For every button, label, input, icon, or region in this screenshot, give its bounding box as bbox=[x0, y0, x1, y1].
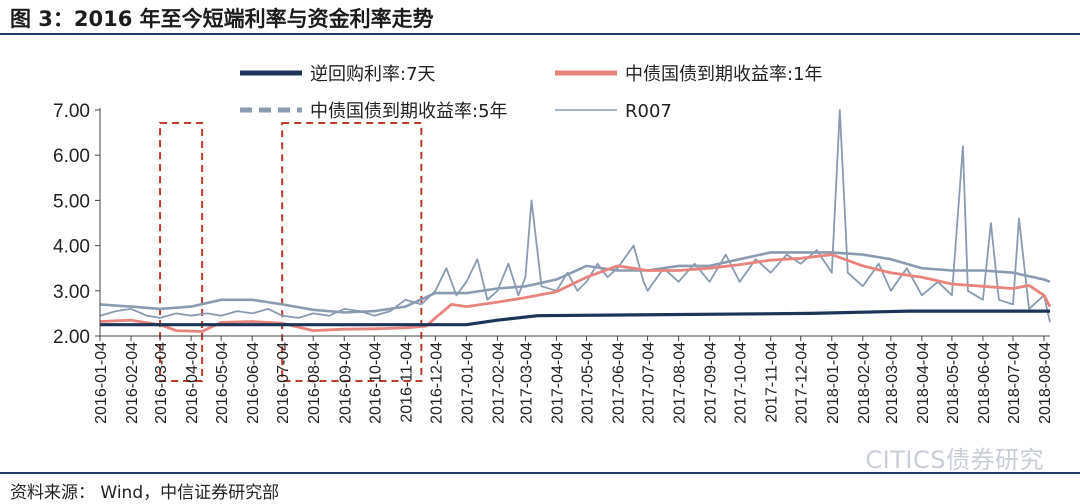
legend-label-4: R007 bbox=[625, 101, 672, 122]
x-tick-label: 2016-07-04 bbox=[275, 342, 292, 424]
y-tick-label: 6.00 bbox=[53, 146, 90, 167]
x-tick-label: 2016-08-04 bbox=[306, 342, 323, 424]
x-tick-label: 2017-12-04 bbox=[794, 342, 811, 424]
x-tick-label: 2016-04-04 bbox=[184, 342, 201, 424]
x-tick-label: 2017-05-04 bbox=[580, 342, 597, 424]
x-tick-label: 2016-09-04 bbox=[337, 342, 354, 424]
legend-label-3: 中债国债到期收益率:5年 bbox=[310, 101, 508, 122]
x-tick-label: 2016-11-04 bbox=[398, 342, 415, 423]
y-tick-label: 3.00 bbox=[53, 282, 90, 303]
x-tick-label: 2016-06-04 bbox=[245, 342, 262, 424]
chart: 2.00 3.00 4.00 5.00 6.00 7.00 2016-01-04 2016-0… bbox=[53, 64, 1054, 424]
series-line-3 bbox=[99, 251, 1051, 314]
x-tick-label: 2016-03-04 bbox=[153, 342, 170, 424]
x-tick-label: 2018-03-04 bbox=[884, 342, 901, 424]
highlight-boxes bbox=[159, 122, 423, 382]
series-lines bbox=[99, 109, 1052, 333]
x-tick-label: 2016-12-04 bbox=[428, 342, 445, 424]
x-tick-label: 2018-01-04 bbox=[825, 342, 842, 424]
source-note: 资料来源： Wind，中信证券研究部 bbox=[10, 483, 280, 503]
watermark: CITICS债券研究 bbox=[865, 446, 1044, 474]
x-tick-label: 2018-04-04 bbox=[915, 342, 932, 424]
x-tick-label: 2017-06-04 bbox=[611, 342, 628, 424]
y-tick-label: 7.00 bbox=[53, 101, 90, 122]
y-tick-label: 4.00 bbox=[53, 237, 90, 258]
x-tick-label: 2016-02-04 bbox=[124, 342, 141, 424]
series-line-1 bbox=[100, 309, 1050, 327]
x-tick-label: 2017-01-04 bbox=[459, 342, 476, 424]
x-tick-label: 2016-10-04 bbox=[367, 342, 384, 424]
y-tick-label: 2.00 bbox=[53, 327, 90, 348]
x-tick-label: 2016-01-04 bbox=[93, 342, 110, 424]
axes: 2.00 3.00 4.00 5.00 6.00 7.00 2016-01-04 2016-0… bbox=[53, 101, 1054, 424]
x-tick-label: 2016-05-04 bbox=[214, 342, 231, 424]
highlight-box-2 bbox=[281, 122, 423, 382]
x-tick-label: 2018-05-04 bbox=[945, 342, 962, 424]
y-tick-label: 5.00 bbox=[53, 191, 90, 212]
legend-label-1: 逆回购利率:7天 bbox=[310, 64, 436, 85]
x-tick-label: 2017-09-04 bbox=[703, 342, 720, 424]
figure-title: 图 3：2016 年至今短端利率与资金利率走势 bbox=[10, 7, 434, 31]
x-tick-label: 2018-08-04 bbox=[1037, 342, 1054, 424]
x-tick-label: 2018-06-04 bbox=[976, 342, 993, 424]
title-rule bbox=[0, 33, 1080, 35]
x-tick-label: 2017-02-04 bbox=[490, 342, 507, 424]
series-line-4 bbox=[99, 109, 1051, 323]
x-tick-label: 2017-04-04 bbox=[549, 342, 566, 424]
series-line-2 bbox=[99, 253, 1052, 333]
x-tick-label: 2017-03-04 bbox=[518, 342, 535, 424]
x-tick-label: 2017-11-04 bbox=[764, 342, 781, 423]
x-tick-label: 2018-02-04 bbox=[856, 342, 873, 424]
legend-label-2: 中债国债到期收益率:1年 bbox=[625, 64, 823, 85]
source-rule bbox=[0, 472, 1080, 474]
x-tick-label: 2017-07-04 bbox=[641, 342, 658, 424]
highlight-box-1 bbox=[159, 122, 204, 382]
x-tick-label: 2018-07-04 bbox=[1006, 342, 1023, 424]
x-tick-label: 2017-08-04 bbox=[672, 342, 689, 424]
x-tick-label: 2017-10-04 bbox=[733, 342, 750, 424]
